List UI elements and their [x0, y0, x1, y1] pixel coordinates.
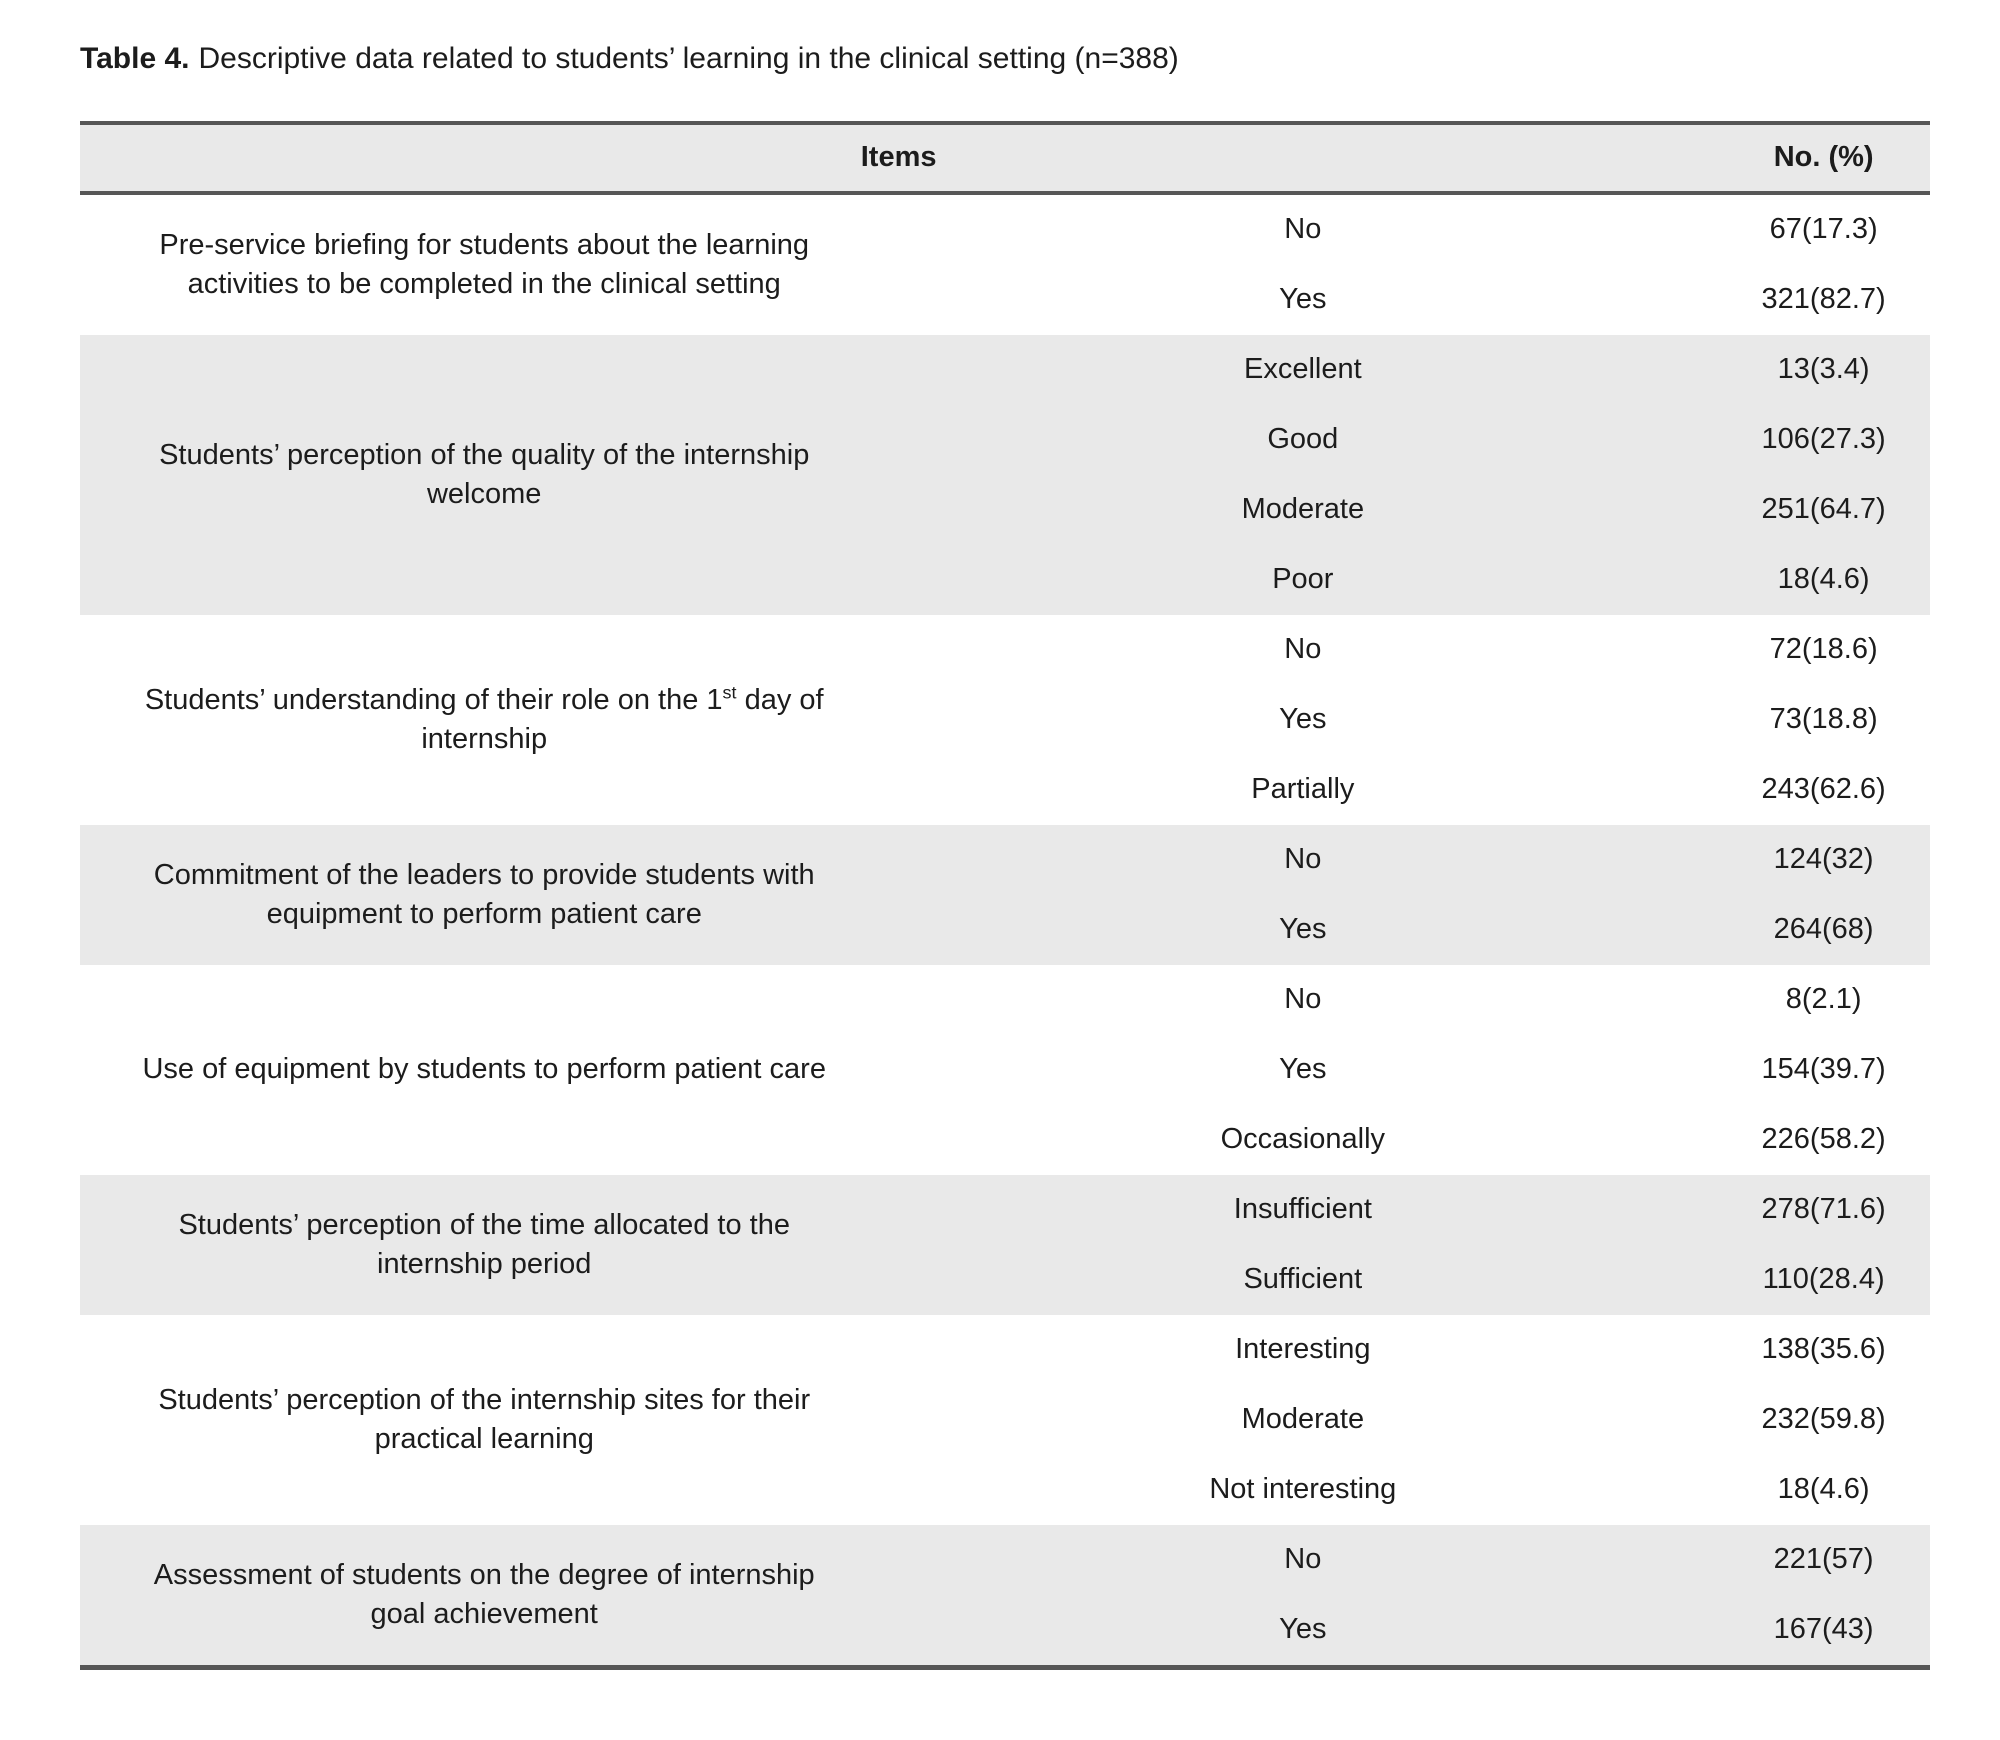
table-caption: Table 4. Descriptive data related to stud… [80, 42, 1930, 77]
column-header-no-percent: No. (%) [1773, 141, 1874, 173]
option-cell: Good [1267, 423, 1339, 455]
item-cell: Students’ perception of the internship s… [80, 1315, 888, 1525]
table-section: Students’ perception of the time allocat… [80, 1174, 1930, 1315]
table-body: Pre-service briefing for students about … [80, 195, 1930, 1665]
value-cell: 221(57) [1773, 1543, 1874, 1575]
item-cell: Pre-service briefing for students about … [80, 195, 888, 335]
value-cell: 110(28.4) [1762, 1263, 1885, 1295]
option-cell: No [1284, 1543, 1322, 1575]
value-cell: 264(68) [1773, 913, 1874, 945]
table-section: Commitment of the leaders to provide stu… [80, 824, 1930, 965]
option-cell: Moderate [1241, 493, 1365, 525]
value-cell: 232(59.8) [1761, 1403, 1886, 1435]
column-header-items: Items [860, 141, 937, 173]
value-cell: 67(17.3) [1769, 213, 1878, 245]
document-page: Table 4. Descriptive data related to stud… [80, 42, 1930, 1670]
value-cell: 154(39.7) [1761, 1053, 1886, 1085]
option-cell: Yes [1279, 913, 1327, 945]
table-section: Pre-service briefing for students about … [80, 195, 1930, 335]
value-cell: 18(4.6) [1777, 563, 1870, 595]
value-cell: 243(62.6) [1761, 773, 1886, 805]
item-label: Pre-service briefing for students about … [159, 229, 810, 300]
option-cell: No [1284, 983, 1322, 1015]
descriptive-data-table: Items No. (%) Pre-service briefing for s… [80, 120, 1930, 1670]
value-cell: 18(4.6) [1777, 1473, 1870, 1505]
value-cell: 73(18.8) [1769, 703, 1878, 735]
item-cell: Assessment of students on the degree of … [80, 1525, 888, 1665]
superscript-ordinal: st [722, 682, 737, 703]
option-cell: Interesting [1235, 1333, 1371, 1365]
item-label: Students’ perception of the time allocat… [178, 1209, 790, 1280]
table-caption-text: Descriptive data related to students’ le… [198, 42, 1179, 75]
item-label: Use of equipment by students to perform … [142, 1053, 826, 1086]
item-cell: Students’ perception of the quality of t… [80, 335, 888, 615]
option-cell: Not interesting [1209, 1473, 1397, 1505]
option-cell: Yes [1279, 703, 1327, 735]
option-cell: Occasionally [1220, 1123, 1386, 1155]
value-cell: 124(32) [1773, 843, 1874, 875]
option-cell: Moderate [1241, 1403, 1365, 1435]
option-cell: Poor [1272, 563, 1334, 595]
option-cell: No [1284, 843, 1322, 875]
value-cell: 72(18.6) [1769, 633, 1878, 665]
value-cell: 226(58.2) [1761, 1123, 1886, 1155]
value-cell: 321(82.7) [1761, 283, 1886, 315]
value-cell: 251(64.7) [1761, 493, 1886, 525]
option-cell: Sufficient [1243, 1263, 1363, 1295]
value-cell: 106(27.3) [1761, 423, 1886, 455]
option-cell: No [1284, 213, 1322, 245]
table-section: Use of equipment by students to perform … [80, 965, 1930, 1175]
option-cell: Yes [1279, 1053, 1327, 1085]
option-cell: Insufficient [1233, 1193, 1372, 1225]
table-caption-label: Table 4. [80, 42, 190, 75]
item-cell: Students’ understanding of their role on… [80, 615, 888, 825]
item-label: Students’ perception of the internship s… [158, 1384, 811, 1455]
option-cell: Excellent [1244, 353, 1362, 385]
option-cell: Yes [1279, 1613, 1327, 1645]
item-label: Assessment of students on the degree of … [153, 1559, 815, 1630]
item-label: Students’ perception of the quality of t… [159, 439, 810, 510]
option-cell: No [1284, 633, 1322, 665]
value-cell: 167(43) [1773, 1613, 1874, 1645]
value-cell: 278(71.6) [1761, 1193, 1886, 1225]
item-label: Students’ understanding of their role on… [144, 682, 824, 755]
option-cell: Yes [1279, 283, 1327, 315]
table-section: Assessment of students on the degree of … [80, 1524, 1930, 1665]
value-cell: 138(35.6) [1761, 1333, 1886, 1365]
table-header-row: Items No. (%) [80, 124, 1930, 195]
table-section: Students’ perception of the quality of t… [80, 334, 1930, 615]
value-cell: 8(2.1) [1785, 983, 1862, 1015]
item-label: Commitment of the leaders to provide stu… [153, 859, 815, 930]
item-cell: Students’ perception of the time allocat… [80, 1175, 888, 1315]
table-section: Students’ understanding of their role on… [80, 615, 1930, 825]
item-cell: Use of equipment by students to perform … [80, 965, 888, 1175]
option-cell: Partially [1251, 773, 1355, 805]
item-cell: Commitment of the leaders to provide stu… [80, 825, 888, 965]
value-cell: 13(3.4) [1777, 353, 1870, 385]
table-section: Students’ perception of the internship s… [80, 1315, 1930, 1525]
